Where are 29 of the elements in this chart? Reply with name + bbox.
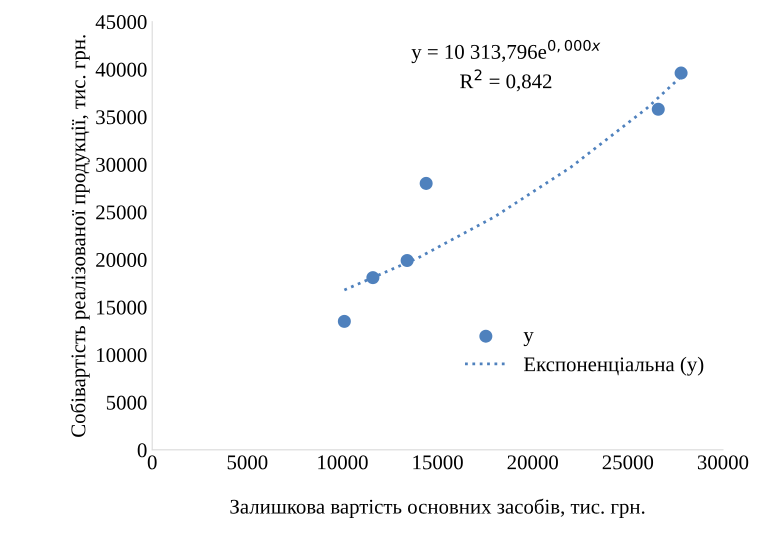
- annotation: R$^{2}$ = 0,842: [460, 69, 552, 92]
- point: [674, 66, 688, 80]
- y-tick-label: 10000: [97, 348, 147, 362]
- point: [652, 102, 665, 116]
- y-tick-label: 45000: [96, 15, 147, 30]
- point: [400, 254, 414, 268]
- y-tick-label: 0: [138, 443, 147, 458]
- legend-label: Експоненціальна (y): [524, 356, 704, 376]
- point: [420, 176, 433, 190]
- y-tick-label: 30000: [96, 158, 147, 172]
- x-axis-title: Залишкова вартість основних засобів, тис. грн.: [230, 498, 644, 518]
- x-tick-label: 5000: [228, 455, 268, 470]
- y-tick-label: 5000: [106, 396, 147, 410]
- y-axis-title: Собівартість реалізованої продукції, тис. грн.: [70, 35, 90, 437]
- x-tick-label: 10000: [318, 455, 368, 470]
- x-tick-label: 0: [148, 455, 157, 470]
- y-tick-label: 35000: [96, 110, 147, 124]
- x-tick-label: 15000: [413, 455, 463, 470]
- y-tick-label: 40000: [96, 62, 147, 77]
- legend-label: y: [524, 332, 534, 346]
- x-tick-label: 20000: [508, 455, 558, 470]
- x-tick-label: 30000: [698, 455, 748, 470]
- point: [338, 314, 351, 328]
- point: [366, 271, 380, 284]
- x-tick-label: 25000: [602, 455, 654, 470]
- y-tick-label: 20000: [96, 252, 147, 267]
- annotation: y = 10 313,796e$^{0,000x}$: [412, 40, 600, 64]
- y-tick-label: 15000: [97, 300, 147, 315]
- y-tick-label: 25000: [96, 205, 147, 220]
